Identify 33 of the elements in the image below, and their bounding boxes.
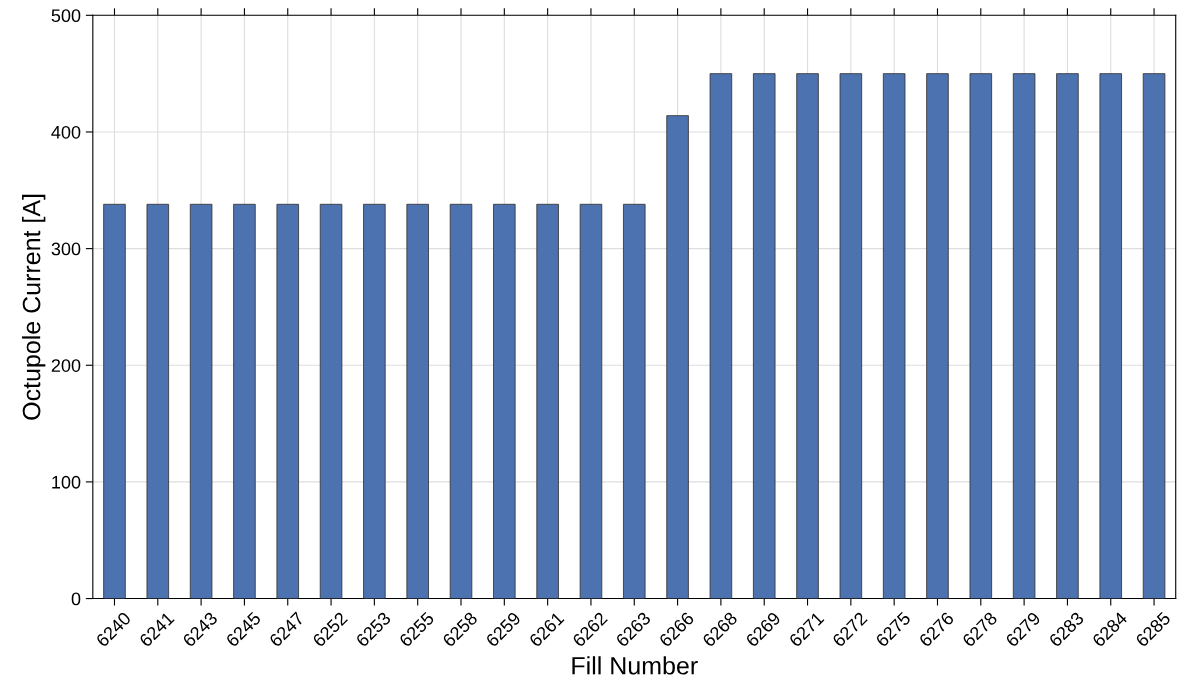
bar: [666, 115, 689, 599]
bar: [1099, 73, 1122, 599]
bar: [882, 73, 906, 599]
bar: [1142, 73, 1166, 599]
y-tick-label: 0: [71, 592, 81, 606]
y-tick-label: 400: [51, 125, 81, 139]
bar: [752, 73, 776, 599]
bar: [363, 203, 386, 599]
bar: [493, 203, 516, 599]
bar: [839, 73, 863, 599]
y-axis-title: Octupole Current [A]: [22, 194, 46, 420]
bar: [1012, 73, 1036, 599]
bar: [276, 203, 299, 599]
bar: [579, 203, 603, 599]
bar: [406, 203, 429, 599]
bar: [103, 203, 126, 599]
bar: [796, 73, 819, 599]
x-axis-title: Fill Number: [572, 656, 698, 675]
bar: [969, 73, 993, 599]
bar: [926, 73, 949, 599]
bar: [536, 203, 559, 599]
bar: [1056, 73, 1079, 599]
y-tick-label: 500: [51, 9, 81, 23]
bar: [449, 203, 473, 599]
bar: [189, 203, 213, 599]
y-tick-label: 200: [51, 359, 81, 372]
bar: [709, 73, 733, 599]
bar: [623, 203, 646, 599]
bar: [233, 203, 256, 599]
bar: [319, 203, 343, 599]
y-tick-label: 100: [52, 475, 81, 489]
bar: [146, 203, 170, 599]
y-tick-label: 300: [51, 242, 81, 256]
